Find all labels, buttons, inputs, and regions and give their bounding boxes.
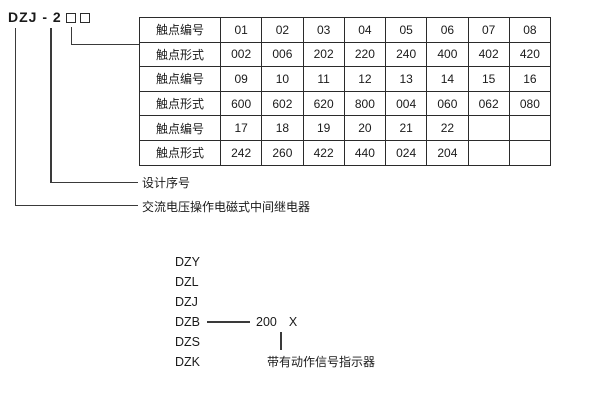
series-code: DZJ: [175, 295, 198, 309]
table-cell: 062: [467, 90, 510, 117]
list-item: DZL: [175, 272, 475, 292]
placeholder-box-icon: [79, 12, 90, 23]
table-cell: 08: [508, 17, 552, 43]
row-header: 触点形式: [139, 41, 221, 68]
row-header: 触点编号: [139, 66, 221, 92]
indicator-note-label: 带有动作信号指示器: [267, 355, 376, 369]
table-cell: 420: [508, 41, 552, 68]
table-cell: 240: [384, 41, 428, 68]
table-cell: 260: [261, 139, 304, 166]
row-header: 触点编号: [139, 115, 221, 141]
table-cell: 220: [343, 41, 387, 68]
relay-type-label: 交流电压操作电磁式中间继电器: [142, 200, 311, 214]
callout-line-design-horizontal: [50, 181, 138, 183]
table-cell: 002: [219, 41, 263, 68]
table-cell: 600: [219, 90, 263, 117]
design-serial-label: 设计序号: [142, 176, 191, 190]
model-code-text: DZJ - 2: [8, 9, 62, 25]
table-row: 触点编号 01 02 03 04 05 06 07 08: [139, 17, 552, 43]
table-cell: [508, 115, 552, 141]
table-cell: 800: [343, 90, 387, 117]
table-row: 触点形式 002 006 202 220 240 400 402 420: [139, 41, 552, 68]
table-cell: 620: [302, 90, 345, 117]
series-code: DZY: [175, 255, 200, 269]
table-cell: 13: [384, 66, 428, 92]
callout-line-design-vertical: [50, 28, 52, 183]
series-list: DZY DZL DZJ DZB 200 X DZS DZK: [175, 252, 475, 372]
table-cell: 19: [302, 115, 345, 141]
table-cell: 12: [343, 66, 387, 92]
dzb-suffix-x: X: [288, 315, 298, 329]
table-cell: 006: [261, 41, 304, 68]
table-cell: 024: [384, 139, 428, 166]
table-cell: 07: [467, 17, 510, 43]
table-cell: 422: [302, 139, 345, 166]
table-row: 触点形式 600 602 620 800 004 060 062 080: [139, 90, 552, 117]
dzb-number: 200: [256, 315, 277, 329]
list-item: DZS: [175, 332, 475, 352]
callout-line-relay-horizontal: [14, 204, 138, 206]
row-header: 触点形式: [139, 139, 221, 166]
table-cell: 20: [343, 115, 387, 141]
table-cell: 242: [219, 139, 263, 166]
dzb-connector-line: [207, 321, 250, 323]
list-item: DZY: [175, 252, 475, 272]
table-cell: [508, 139, 552, 166]
callout-line-box-vertical: [70, 27, 72, 45]
table-row: 触点编号 17 18 19 20 21 22: [139, 115, 552, 141]
table-cell: 400: [426, 41, 469, 68]
series-code: DZK: [175, 355, 200, 369]
row-header: 触点编号: [139, 17, 221, 43]
table-cell: [467, 139, 510, 166]
table-cell: 004: [384, 90, 428, 117]
table-cell: 440: [343, 139, 387, 166]
series-code: DZS: [175, 335, 200, 349]
table-cell: 03: [302, 17, 345, 43]
table-cell: 14: [426, 66, 469, 92]
series-code: DZL: [175, 275, 199, 289]
list-item: DZJ: [175, 292, 475, 312]
table-cell: 06: [426, 17, 469, 43]
table-cell: 16: [508, 66, 552, 92]
x-callout-line: [280, 332, 282, 350]
table-cell: 18: [261, 115, 304, 141]
table-cell: 22: [426, 115, 469, 141]
model-code: DZJ - 2: [8, 9, 90, 25]
placeholder-box-icon: [65, 12, 76, 23]
table-cell: 602: [261, 90, 304, 117]
table-cell: 204: [426, 139, 469, 166]
table-cell: 202: [302, 41, 345, 68]
table-row: 触点编号 09 10 11 12 13 14 15 16: [139, 66, 552, 92]
table-cell: 080: [508, 90, 552, 117]
table-cell: 04: [343, 17, 387, 43]
callout-line-box-horizontal: [70, 43, 140, 45]
table-cell: 15: [467, 66, 510, 92]
table-cell: 21: [384, 115, 428, 141]
table-cell: 02: [261, 17, 304, 43]
table-cell: 402: [467, 41, 510, 68]
row-header: 触点形式: [139, 90, 221, 117]
table-cell: 05: [384, 17, 428, 43]
series-code: DZB: [175, 315, 200, 329]
table-cell: 01: [219, 17, 263, 43]
contact-table: 触点编号 01 02 03 04 05 06 07 08 触点形式 002 00…: [139, 17, 552, 166]
table-cell: 11: [302, 66, 345, 92]
table-cell: 17: [219, 115, 263, 141]
table-cell: 09: [219, 66, 263, 92]
table-cell: 060: [426, 90, 469, 117]
table-row: 触点形式 242 260 422 440 024 204: [139, 139, 552, 166]
list-item: DZK: [175, 352, 475, 372]
list-item: DZB 200 X: [175, 312, 475, 332]
table-cell: [467, 115, 510, 141]
callout-line-relay-vertical: [14, 28, 16, 206]
table-cell: 10: [261, 66, 304, 92]
